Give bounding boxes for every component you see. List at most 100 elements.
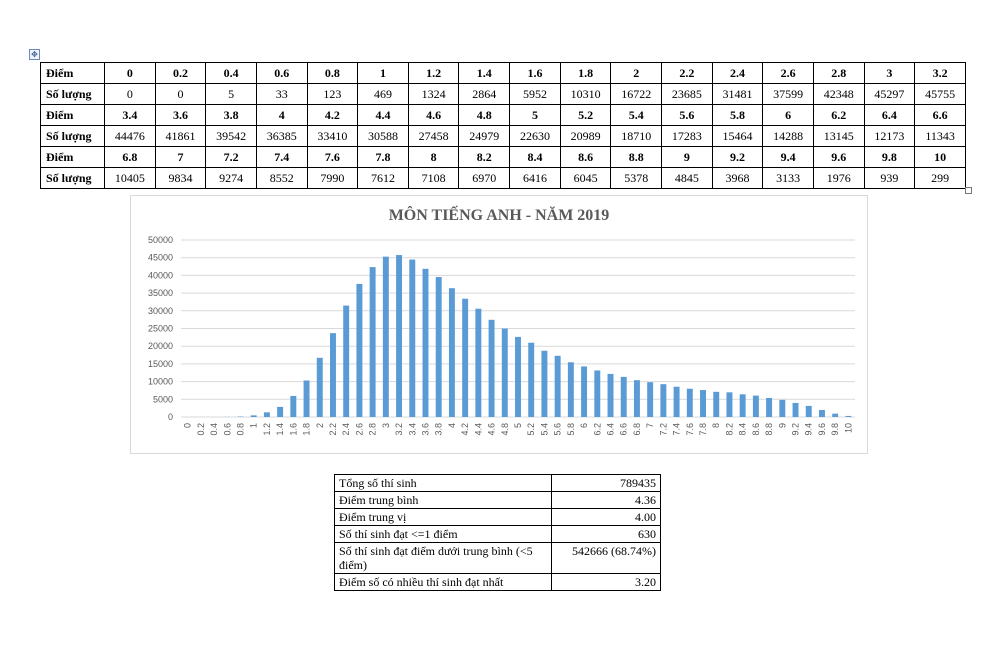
x-tick-label: 8.2 <box>724 423 734 436</box>
score-cell: 6.4 <box>863 104 916 126</box>
bar-1.2 <box>263 412 270 417</box>
score-cell: 6.6 <box>914 104 966 126</box>
stats-row: Điểm số có nhiều thí sinh đạt nhất 3.20 <box>334 573 661 591</box>
x-tick-label: 2.4 <box>341 423 351 436</box>
stats-row: Điểm trung vị 4.00 <box>334 508 661 526</box>
stats-label: Số thí sinh đạt điểm dưới trung bình (<5… <box>334 542 552 574</box>
bar-5.6 <box>554 355 561 417</box>
count-cell: 7990 <box>306 167 359 189</box>
x-tick-label: 8.6 <box>751 423 761 436</box>
count-cell: 17283 <box>661 125 713 147</box>
score-cell: 5.8 <box>711 104 764 126</box>
x-tick-label: 4.2 <box>460 423 470 436</box>
bar-7.4 <box>673 386 680 417</box>
bar-5.8 <box>567 362 574 417</box>
x-tick-label: 9.6 <box>817 423 827 436</box>
x-tick-label: 7.6 <box>685 423 695 436</box>
score-cell: 7 <box>154 146 207 168</box>
bar-6.4 <box>607 373 614 417</box>
x-tick-label: 7.8 <box>698 423 708 436</box>
score-cell: 4.8 <box>458 104 511 126</box>
count-cell: 10405 <box>104 167 156 189</box>
x-tick-label: 9.8 <box>830 423 840 436</box>
x-tick-label: 4 <box>447 423 457 428</box>
score-cell: 7.2 <box>205 146 257 168</box>
stats-value: 789435 <box>551 474 661 492</box>
stats-value: 630 <box>551 525 661 543</box>
score-cell: 1.8 <box>559 62 612 84</box>
x-tick-label: 0.2 <box>196 423 206 436</box>
stats-label: Điểm trung vị <box>334 508 552 526</box>
score-cell: 6.8 <box>104 146 156 168</box>
x-tick-label: 1 <box>249 423 259 428</box>
x-tick-label: 1.6 <box>288 423 298 436</box>
count-cell: 23685 <box>661 83 713 105</box>
score-row: Điểm 6.8 7 7.2 7.4 7.6 7.8 8 8.2 8.4 8.6 8.8 9 9.2 9.4… <box>40 146 966 168</box>
score-cell: 5.4 <box>610 104 663 126</box>
score-cell: 4.4 <box>357 104 409 126</box>
x-tick-label: 8.4 <box>738 423 748 436</box>
x-tick-label: 2.2 <box>328 423 338 436</box>
count-row: Số lượng 0 0 5 33 123 469 1324 2864 5952 10310 1672… <box>40 83 966 105</box>
score-cell: 3.6 <box>154 104 207 126</box>
bar-1 <box>250 415 257 417</box>
stats-value: 3.20 <box>551 573 661 591</box>
y-tick-label: 45000 <box>148 253 173 263</box>
bar-9 <box>779 399 786 417</box>
x-tick-label: 9.4 <box>804 423 814 436</box>
count-cell: 3133 <box>762 167 814 189</box>
count-cell: 45755 <box>914 83 966 105</box>
count-cell: 8552 <box>255 167 308 189</box>
x-tick-label: 6.4 <box>606 423 616 436</box>
x-tick-label: 2.8 <box>368 423 378 436</box>
x-tick-label: 3.8 <box>434 423 444 436</box>
y-tick-label: 0 <box>168 412 173 422</box>
bar-9.4 <box>805 405 812 417</box>
y-tick-label: 25000 <box>148 324 173 334</box>
score-cell: 3.2 <box>914 62 966 84</box>
bar-5.4 <box>541 350 548 417</box>
score-cell: 1 <box>357 62 409 84</box>
score-cell: 9.4 <box>762 146 814 168</box>
stats-value: 4.36 <box>551 491 661 509</box>
x-tick-label: 7.4 <box>672 423 682 436</box>
bar-2.2 <box>330 333 336 417</box>
stats-label: Số thí sinh đạt <=1 điểm <box>334 525 552 543</box>
bar-9.6 <box>818 410 825 417</box>
bar-9.2 <box>792 402 799 417</box>
stats-label: Điểm trung bình <box>334 491 552 509</box>
table-move-handle-icon[interactable]: ✥ <box>29 49 40 60</box>
count-cell: 13145 <box>812 125 865 147</box>
y-tick-label: 50000 <box>148 235 173 245</box>
bar-6.8 <box>633 380 640 417</box>
count-cell: 1976 <box>812 167 865 189</box>
score-cell: 3.8 <box>205 104 257 126</box>
score-cell: 4 <box>255 104 308 126</box>
x-tick-label: 5.6 <box>553 423 563 436</box>
bar-3.8 <box>435 277 442 417</box>
count-cell: 6970 <box>458 167 511 189</box>
count-cell: 16722 <box>610 83 663 105</box>
score-row-header: Điểm <box>40 146 105 168</box>
bar-7.2 <box>660 384 667 417</box>
count-cell: 12173 <box>863 125 916 147</box>
score-distribution-table: Điểm 0 0.2 0.4 0.6 0.8 1 1.2 1.4 1.6 1.8 2 2.2 2.4 2.6… <box>40 62 966 189</box>
table-resize-handle-icon[interactable] <box>965 187 972 194</box>
score-cell: 7.8 <box>357 146 409 168</box>
x-tick-label: 6 <box>579 423 589 428</box>
bar-1.4 <box>277 406 284 417</box>
x-tick-label: 4.8 <box>500 423 510 436</box>
score-cell: 0 <box>104 62 156 84</box>
score-cell: 0.6 <box>255 62 308 84</box>
count-cell: 7108 <box>407 167 460 189</box>
x-tick-label: 0.4 <box>209 423 219 436</box>
score-cell: 0.4 <box>205 62 257 84</box>
count-cell: 6045 <box>559 167 612 189</box>
bar-8.8 <box>766 397 773 417</box>
x-tick-label: 4.6 <box>487 423 497 436</box>
bar-3.4 <box>409 259 416 417</box>
score-cell: 1.4 <box>458 62 511 84</box>
count-cell: 939 <box>863 167 916 189</box>
count-cell: 14288 <box>762 125 814 147</box>
count-cell: 0 <box>104 83 156 105</box>
